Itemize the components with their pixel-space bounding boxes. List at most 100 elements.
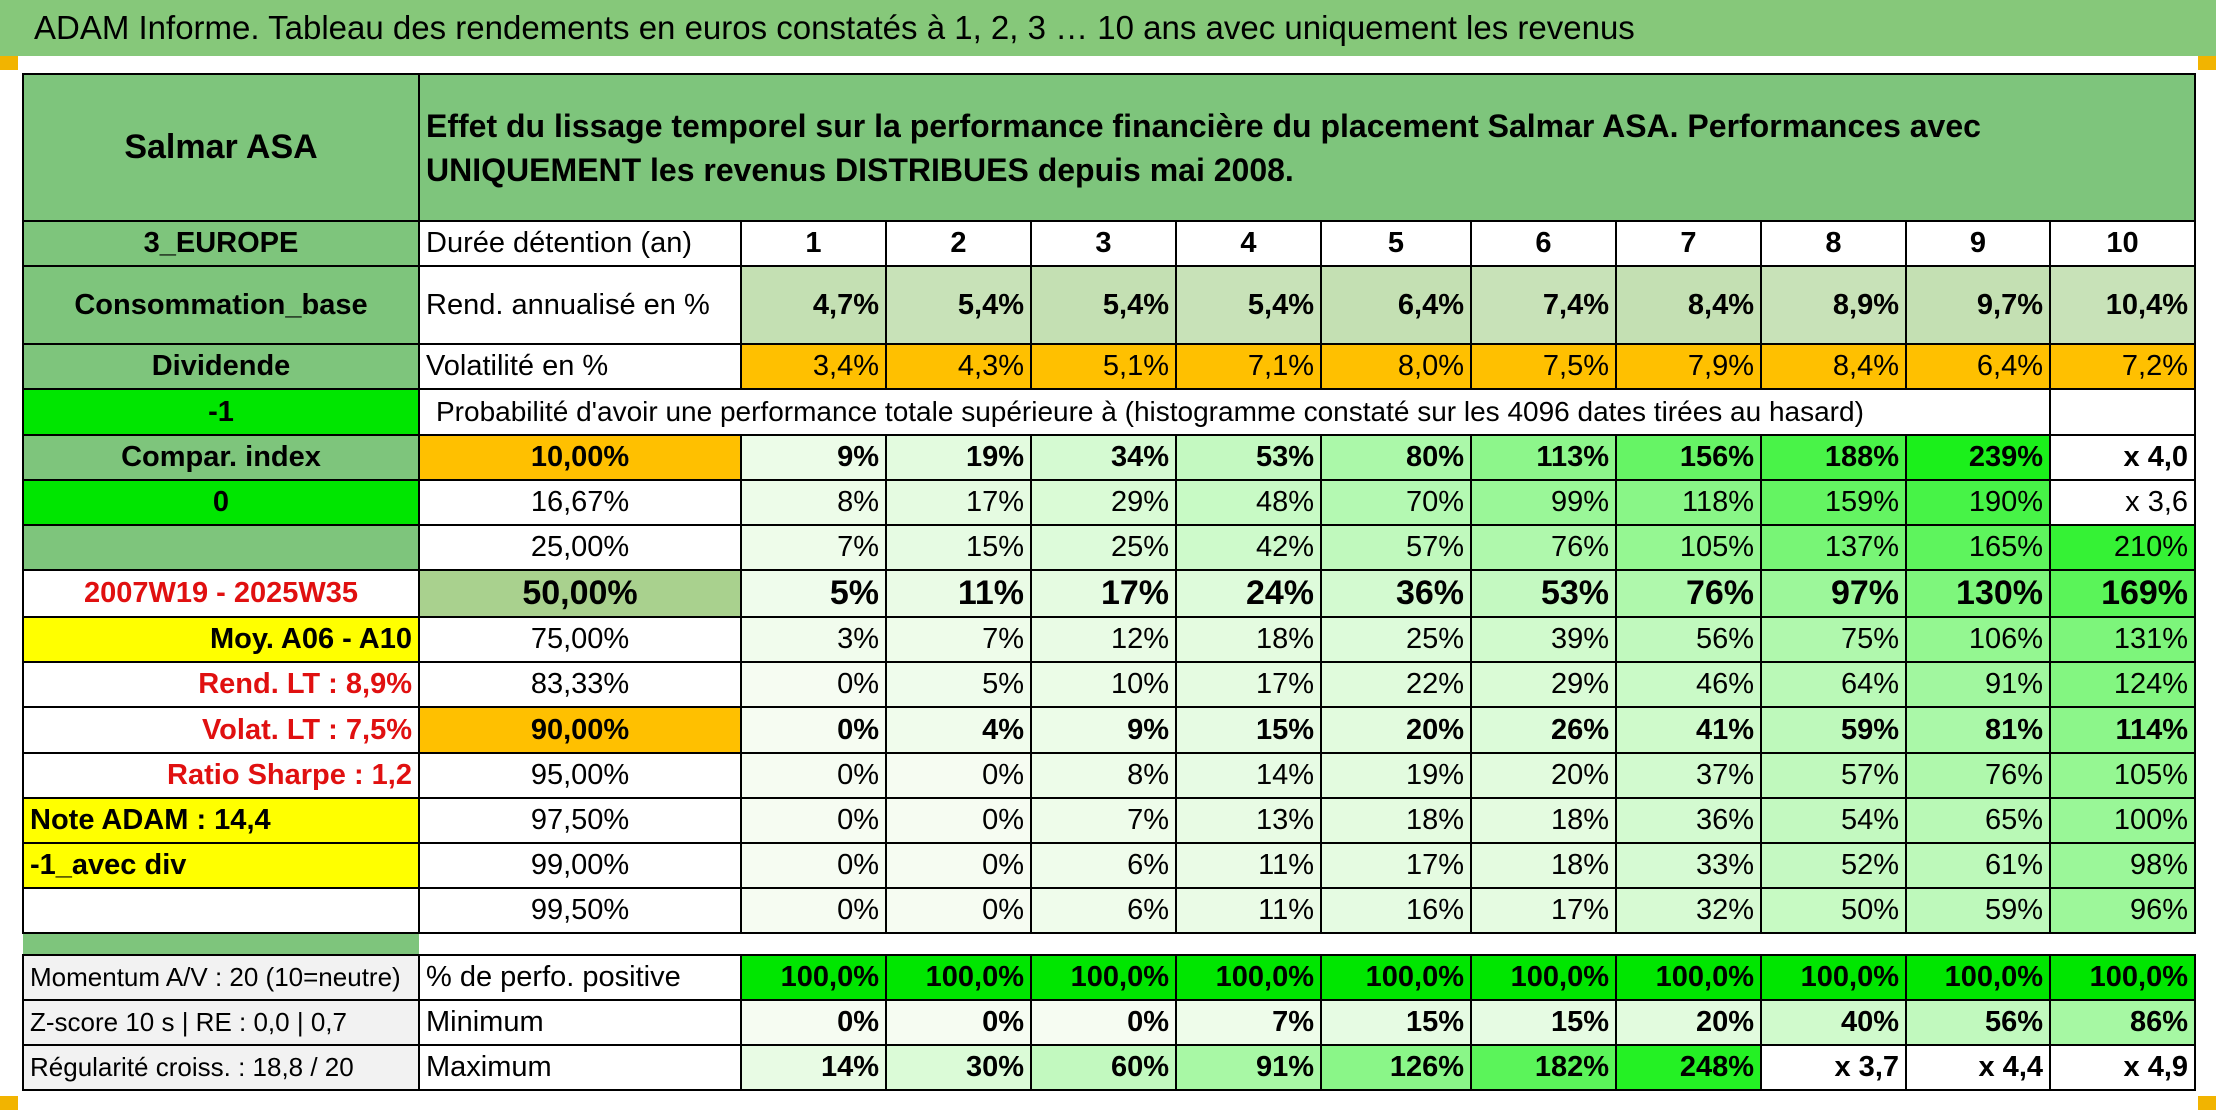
percentile-value: 131% — [2048, 616, 2197, 663]
proba-label: Probabilité d'avoir une performance tota… — [418, 388, 1906, 436]
empty-cell — [1906, 388, 2051, 436]
percentile-threshold: 25,00% — [418, 524, 742, 571]
percentile-value: 13% — [1175, 797, 1322, 844]
percentile-value: 12% — [1030, 616, 1177, 663]
percentile-value: 15% — [1175, 706, 1322, 754]
minimum-value: 0% — [1030, 999, 1177, 1046]
percentile-threshold: 99,00% — [418, 842, 742, 889]
vol-value: 8,4% — [1760, 343, 1907, 390]
positive-value: 100,0% — [1615, 954, 1762, 1001]
vol-value: 7,1% — [1175, 343, 1322, 390]
percentile-value: 0% — [885, 887, 1032, 934]
percentile-value: 25% — [1320, 616, 1472, 663]
percentile-value: 57% — [1320, 524, 1472, 571]
avec-div-label: -1_avec div — [22, 842, 420, 889]
percentile-value: 54% — [1760, 797, 1907, 844]
maximum-value: 60% — [1030, 1044, 1177, 1091]
percentile-value: 118% — [1615, 479, 1762, 526]
percentile-value: 29% — [1030, 479, 1177, 526]
percentile-value: 6% — [1030, 887, 1177, 934]
positive-value: 100,0% — [1175, 954, 1322, 1001]
rend-value: 7,4% — [1470, 265, 1617, 345]
minimum-value: 15% — [1320, 999, 1472, 1046]
percentile-value: 210% — [2048, 524, 2197, 571]
percentile-threshold: 90,00% — [418, 706, 742, 754]
percentile-value: 105% — [2048, 752, 2197, 799]
percentile-row: 2007W19 - 2025W35 50,00% 5% 11% 17% 24% 36% 53%… — [22, 569, 2197, 618]
minimum-value: 86% — [2048, 999, 2197, 1046]
percentile-value: 34% — [1030, 434, 1177, 481]
sector-label: Consommation_base — [22, 265, 420, 345]
positive-label: % de perfo. positive — [418, 954, 742, 1001]
percentile-value: 11% — [1175, 842, 1322, 889]
percentile-value: 3% — [740, 616, 887, 663]
percentile-value: 46% — [1615, 661, 1762, 708]
percentile-threshold: 50,00% — [418, 569, 742, 618]
percentile-row: Moy. A06 - A10 75,00% 3% 7% 12% 18% 25% 39% 56% 7… — [22, 616, 2197, 663]
year-header: 7 — [1615, 220, 1762, 267]
percentile-row: Rend. LT : 8,9% 83,33% 0% 5% 10% 17% 22% 29% 46%… — [22, 661, 2197, 708]
year-header: 5 — [1320, 220, 1472, 267]
percentile-value: 76% — [1905, 752, 2051, 799]
percentile-value: 4% — [885, 706, 1032, 754]
percentile-threshold: 83,33% — [418, 661, 742, 708]
percentile-value: 81% — [1905, 706, 2051, 754]
percentile-value: 106% — [1905, 616, 2051, 663]
minimum-value: 56% — [1905, 999, 2051, 1046]
positive-value: 100,0% — [1470, 954, 1617, 1001]
years-row: 3_EUROPE Durée détention (an) 1 2 3 4 5 6 7 8 9 10 — [22, 220, 2197, 267]
separator-cell — [419, 932, 2196, 956]
percentile-value: 75% — [1760, 616, 1907, 663]
percentile-value: 15% — [885, 524, 1032, 571]
percentile-value: 9% — [1030, 706, 1177, 754]
zscore-label: Z-score 10 s | RE : 0,0 | 0,7 — [22, 999, 420, 1046]
percentile-value: 99% — [1470, 479, 1617, 526]
corner-marker — [0, 1096, 18, 1110]
maximum-value: 91% — [1175, 1044, 1322, 1091]
percentile-value: 20% — [1320, 706, 1472, 754]
vol-value: 7,9% — [1615, 343, 1762, 390]
percentile-value: 100% — [2048, 797, 2197, 844]
percentile-value: 0% — [740, 706, 887, 754]
percentile-value: 97% — [1760, 569, 1907, 618]
percentile-value: 61% — [1905, 842, 2051, 889]
rend-value: 8,4% — [1615, 265, 1762, 345]
percentile-value: 56% — [1615, 616, 1762, 663]
percentile-value: 76% — [1470, 524, 1617, 571]
regularite-label: Régularité croiss. : 18,8 / 20 — [22, 1044, 420, 1091]
percentile-value: 96% — [2048, 887, 2197, 934]
vol-value: 8,0% — [1320, 343, 1472, 390]
percentile-value: 17% — [1175, 661, 1322, 708]
percentile-value: 0% — [885, 752, 1032, 799]
percentile-value: 76% — [1615, 569, 1762, 618]
rend-value: 4,7% — [740, 265, 887, 345]
percentile-threshold: 10,00% — [418, 434, 742, 481]
maximum-value: 126% — [1320, 1044, 1472, 1091]
percentile-value: 0% — [885, 842, 1032, 889]
rend-row: Consommation_base Rend. annualisé en % 4,7… — [22, 265, 2197, 345]
vol-value: 3,4% — [740, 343, 887, 390]
note-label: Note ADAM : 14,4 — [22, 797, 420, 844]
compar-label: Compar. index — [22, 434, 420, 481]
percentile-row: 25,00% 7% 15% 25% 42% 57% 76% 105% 137% 165% 210% — [22, 524, 2197, 571]
maximum-value: 182% — [1470, 1044, 1617, 1091]
proba-row: -1 Probabilité d'avoir une performance to… — [22, 388, 2197, 436]
percentile-value: 20% — [1470, 752, 1617, 799]
maximum-value: 30% — [885, 1044, 1032, 1091]
minimum-value: 0% — [740, 999, 887, 1046]
percentile-value: 10% — [1030, 661, 1177, 708]
rend-value: 5,4% — [1030, 265, 1177, 345]
percentile-value: 239% — [1905, 434, 2051, 481]
minimum-value: 40% — [1760, 999, 1907, 1046]
percentile-value: 18% — [1320, 797, 1472, 844]
percentile-value: 17% — [1030, 569, 1177, 618]
minimum-value: 7% — [1175, 999, 1322, 1046]
percentile-threshold: 16,67% — [418, 479, 742, 526]
vol-value: 5,1% — [1030, 343, 1177, 390]
percentile-value: 17% — [1320, 842, 1472, 889]
percentile-value: 113% — [1470, 434, 1617, 481]
percentile-value: 16% — [1320, 887, 1472, 934]
percentile-value: 0% — [740, 661, 887, 708]
maximum-value: 248% — [1615, 1044, 1762, 1091]
percentile-value: 9% — [740, 434, 887, 481]
